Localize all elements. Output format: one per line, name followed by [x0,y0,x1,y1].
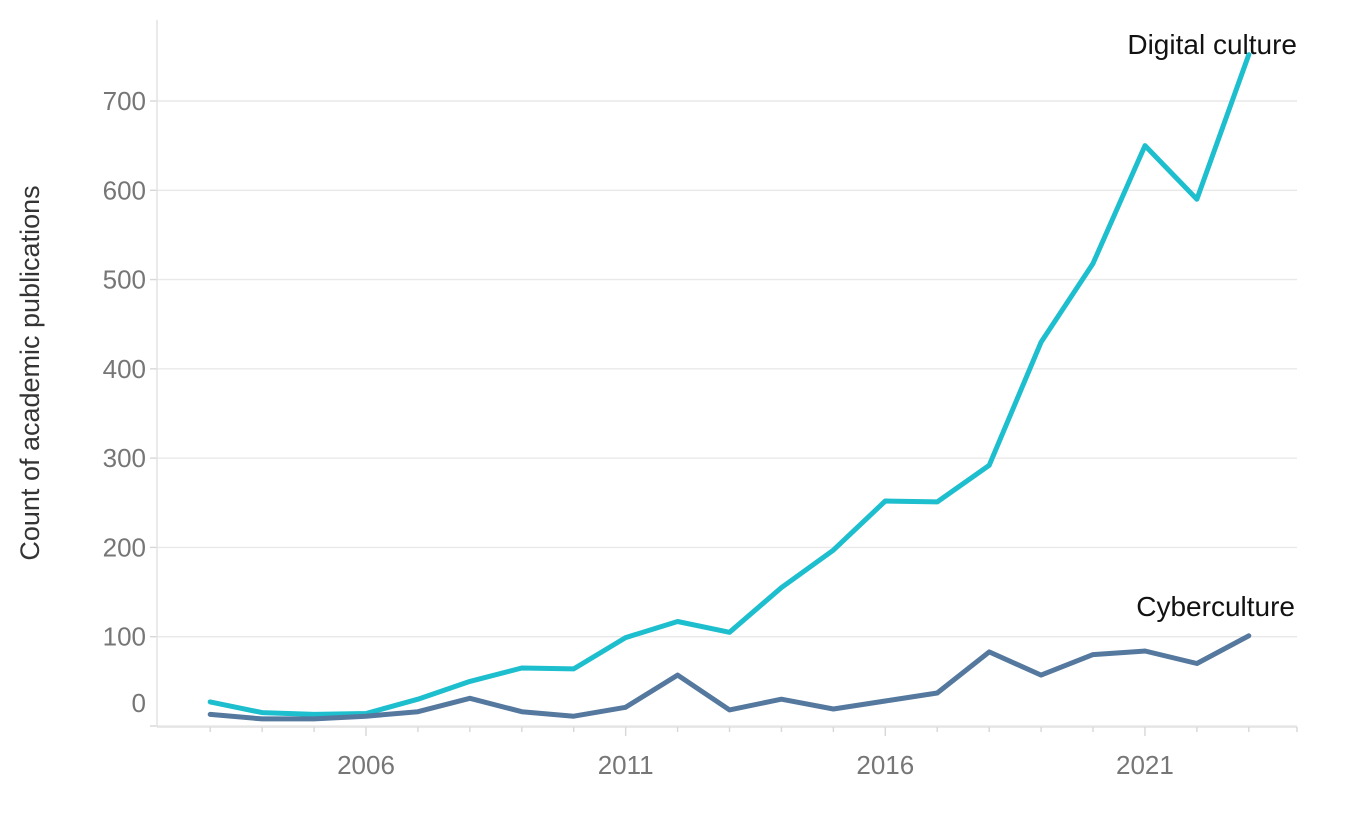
series-line-digital-culture [207,52,1252,717]
y-tick-label: 700 [103,86,146,116]
series-label-cyberculture: Cyberculture [1136,591,1295,622]
y-tick-label: 600 [103,175,146,205]
y-tick-label: 100 [103,622,146,652]
y-tick-label: 500 [103,265,146,295]
x-tick-label: 2006 [337,750,395,780]
y-tick-label: 400 [103,354,146,384]
series-label-digital-culture: Digital culture [1127,29,1297,60]
y-tick-label: 200 [103,532,146,562]
x-tick-label: 2021 [1116,750,1174,780]
x-tick-label: 2011 [598,750,654,780]
y-tick-label: 0 [132,688,146,718]
y-tick-label: 300 [103,443,146,473]
x-tick-label: 2016 [856,750,914,780]
series-line-cyberculture [207,633,1252,722]
y-axis-title: Count of academic publications [15,185,45,561]
